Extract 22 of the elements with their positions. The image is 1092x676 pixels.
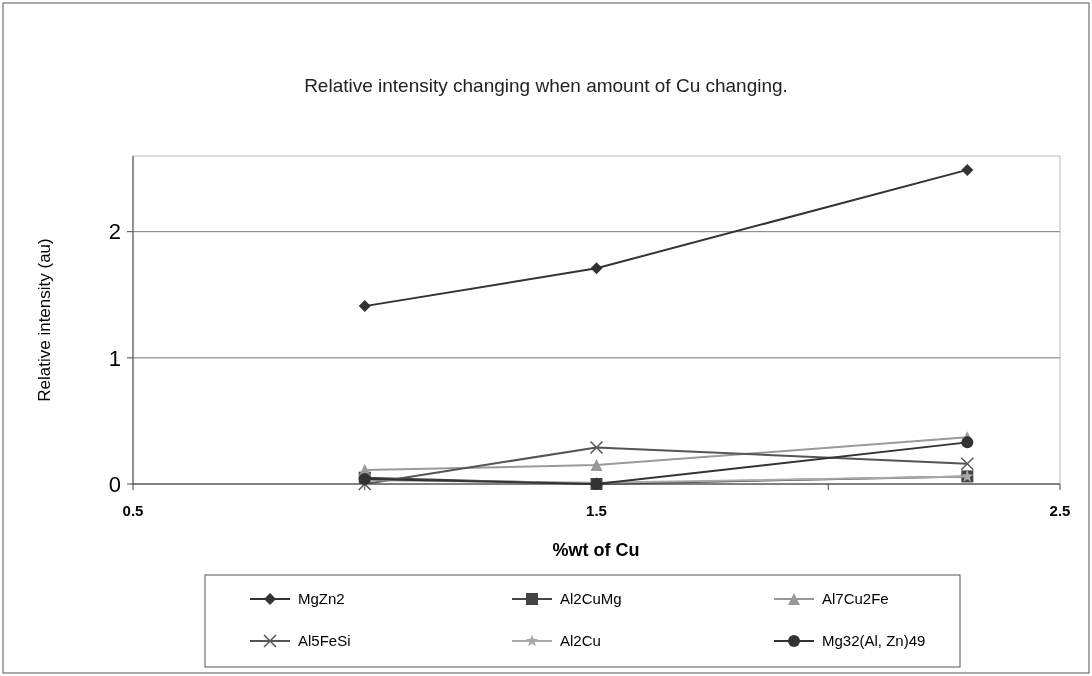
legend-label: Al7Cu2Fe	[822, 590, 889, 608]
point	[358, 300, 371, 313]
legend-label: Al2Cu	[560, 632, 601, 650]
x-tick-label: 1.5	[586, 502, 607, 519]
y-tick-label: 2	[108, 219, 121, 245]
x-axis-title: %wt of Cu	[552, 540, 640, 560]
legend-label: MgZn2	[298, 590, 345, 608]
y-tick-label: 1	[108, 345, 121, 371]
point	[590, 459, 603, 472]
y-axis-title: Relative intensity (au)	[35, 238, 54, 402]
y-tick-label: 0	[108, 471, 121, 497]
x-tick-label: 2.5	[1049, 502, 1071, 519]
legend-label: Al2CuMg	[560, 590, 622, 608]
x-tick-label: 0.5	[122, 502, 144, 519]
chart-title: Relative intensity changing when amount of Cu changing.	[304, 75, 788, 96]
point	[960, 457, 975, 471]
point	[589, 440, 604, 455]
point	[961, 163, 974, 176]
point	[590, 262, 603, 275]
point	[961, 436, 974, 449]
legend-label: Mg32(Al, Zn)49	[822, 632, 926, 650]
legend-label: Al5FeSi	[298, 632, 351, 650]
